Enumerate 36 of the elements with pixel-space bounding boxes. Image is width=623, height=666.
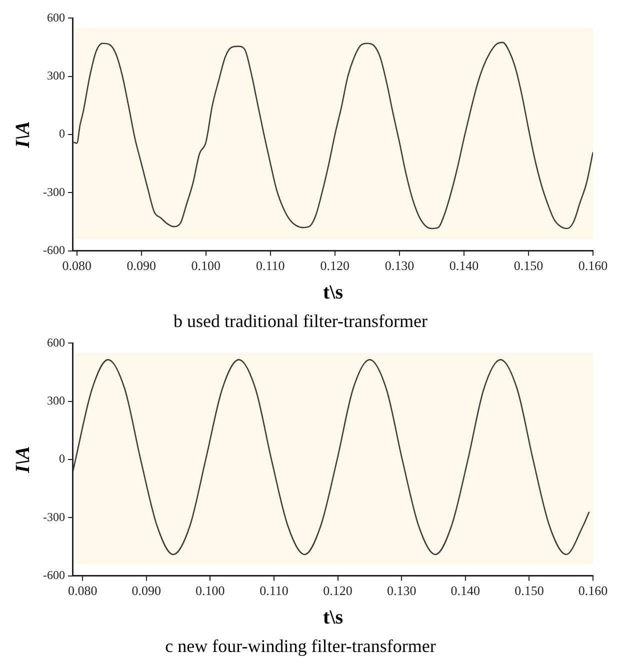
x-tick-label: 0.090 (132, 583, 161, 598)
y-tick-label: 300 (46, 394, 65, 408)
x-tick-label: 0.140 (449, 258, 479, 274)
text: c new four-winding filter-transformer (165, 636, 436, 656)
text: b used traditional filter-transformer (173, 310, 428, 331)
x-axis-title: t\s (323, 606, 344, 629)
x-tick-label: 0.080 (68, 583, 98, 598)
line-series (72, 359, 590, 556)
x-tick-label: 0.150 (514, 583, 544, 598)
y-tick-label: -600 (42, 242, 65, 257)
x-tick-label: 0.120 (323, 583, 352, 598)
y-tick-label: 600 (46, 10, 65, 24)
x-tick-label: 0.150 (514, 258, 544, 274)
y-tick-label: -600 (42, 568, 65, 582)
x-tick-label: 0.110 (260, 583, 288, 598)
y-tick-label: 0 (58, 452, 65, 466)
x-tick-label: 0.100 (196, 583, 225, 598)
y-tick-label: 0 (58, 126, 65, 141)
x-tick-label: 0.100 (191, 258, 221, 274)
x-tick-label: 0.120 (320, 258, 350, 274)
x-axis-title: t\s (323, 282, 344, 304)
line-series (72, 42, 593, 230)
y-axis-title: I\A (12, 121, 34, 149)
x-tick-label: 0.130 (386, 583, 416, 598)
x-tick-label: 0.110 (256, 258, 285, 274)
y-axis-title: I\A (12, 446, 34, 474)
x-tick-label: 0.090 (126, 258, 156, 274)
y-tick-label: -300 (42, 510, 65, 524)
y-tick-label: 600 (46, 335, 65, 350)
y-tick-label: -300 (42, 184, 65, 199)
x-tick-label: 0.160 (578, 258, 608, 274)
x-tick-label: 0.080 (62, 258, 92, 274)
y-tick-label: 300 (46, 68, 65, 83)
x-tick-label: 0.130 (384, 258, 414, 274)
x-tick-label: 0.160 (578, 583, 608, 598)
x-tick-label: 0.140 (450, 583, 480, 598)
